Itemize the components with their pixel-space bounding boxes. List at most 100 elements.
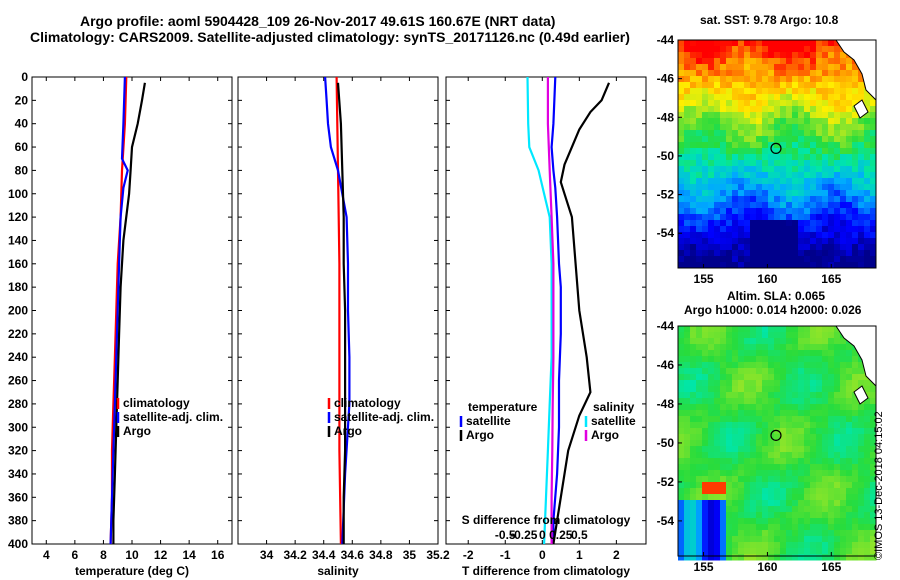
map-cell [702,512,709,519]
map-cell [750,350,757,357]
map-cell [690,208,697,215]
map-cell [834,530,841,537]
panel-salinity: 34 34.2 34.4 34.6 34.8 35 35.2salinityclimatol… [237,76,450,578]
map-cell [780,184,787,191]
map-cell [822,94,829,101]
map-cell [702,106,709,113]
map-cell [798,452,805,459]
map-cell [810,220,817,227]
map-cell [834,172,841,179]
map-cell [726,530,733,537]
map-cell [690,106,697,113]
map-cell [774,136,781,143]
map-cell [816,500,823,507]
map-cell [684,362,691,369]
map-cell [732,148,739,155]
map-cell [828,178,835,185]
map-cell [750,554,757,561]
map-cell [744,398,751,405]
map-cell [846,106,853,113]
map-cell [852,64,859,71]
map-cell [840,52,847,59]
map-cell [696,338,703,345]
map-cell [810,124,817,131]
map-cell [858,238,865,245]
map-cell [810,214,817,221]
map-cell [750,374,757,381]
map-cell [762,94,769,101]
map-cell [684,488,691,495]
map-cell [864,416,871,423]
map-cell [738,416,745,423]
map-cell [708,410,715,417]
map-cell [738,130,745,137]
map-cell [684,70,691,77]
map-cell [810,118,817,125]
map-cell [702,536,709,543]
map-cell [864,428,871,435]
map-cell [702,190,709,197]
map-cell [696,530,703,537]
map-cell [840,100,847,107]
map-cell [792,142,799,149]
sla-map-title: Altim. SLA: 0.065 [727,289,826,303]
map-cell [744,518,751,525]
map-cell [768,160,775,167]
map-cell [696,482,703,489]
map-cell [750,332,757,339]
map-cell [774,250,781,257]
map-cell [774,332,781,339]
map-cell [834,208,841,215]
map-cell [810,434,817,441]
map-cell [846,208,853,215]
map-cell [798,208,805,215]
map-cell [720,392,727,399]
map-cell [696,136,703,143]
map-cell [762,184,769,191]
map-cell [714,392,721,399]
map-cell [750,166,757,173]
map-cell [774,64,781,71]
map-cell [696,238,703,245]
map-cell [774,238,781,245]
map-cell [678,64,685,71]
map-cell [786,542,793,549]
map-cell [840,530,847,537]
map-cell [774,130,781,137]
map-cell [690,434,697,441]
map-cell [726,130,733,137]
map-cell [762,40,769,47]
map-cell [852,350,859,357]
map-cell [852,244,859,251]
map-cell [774,232,781,239]
map-cell [744,232,751,239]
map-cell [750,208,757,215]
map-cell [714,380,721,387]
map-cell [822,368,829,375]
map-cell [846,488,853,495]
map-cell [774,404,781,411]
map-cell [702,160,709,167]
map-cell [702,70,709,77]
map-cell [678,166,685,173]
map-cell [780,232,787,239]
map-cell [798,428,805,435]
map-cell [744,524,751,531]
map-cell [714,70,721,77]
map-cell [708,94,715,101]
map-cell [684,136,691,143]
map-cell [696,184,703,191]
map-cell [756,64,763,71]
map-cell [864,506,871,513]
map-cell [750,226,757,233]
map-cell [870,160,877,167]
map-cell [714,214,721,221]
map-cell [834,178,841,185]
map-cell [678,416,685,423]
map-cell [744,58,751,65]
map-cell [678,118,685,125]
map-cell [804,356,811,363]
map-cell [828,530,835,537]
map-cell [864,214,871,221]
map-cell [720,154,727,161]
